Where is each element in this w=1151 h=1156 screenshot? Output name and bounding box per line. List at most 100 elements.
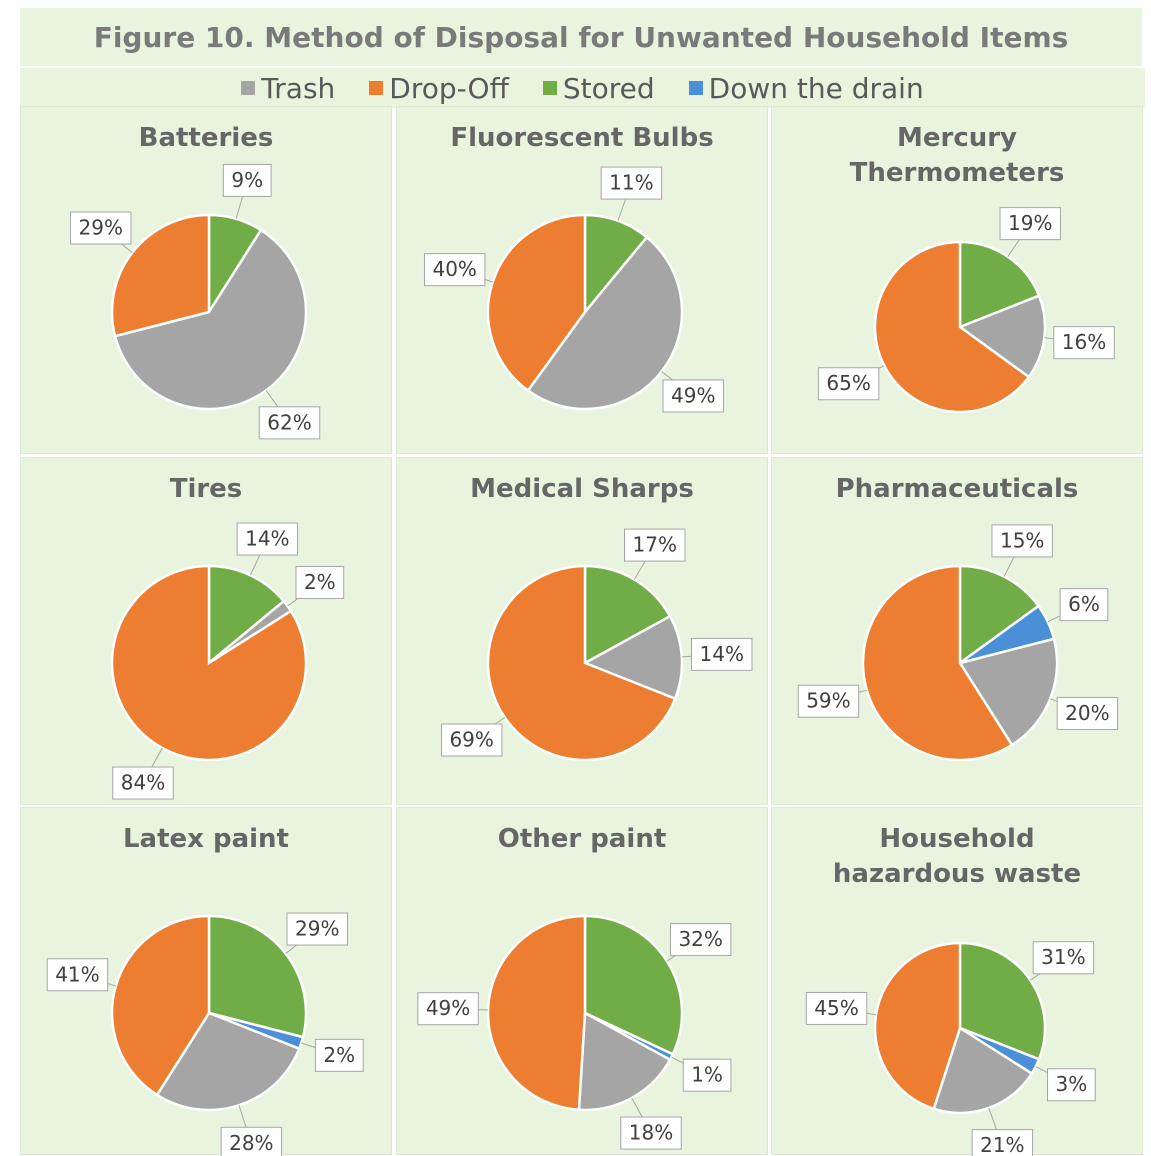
label-box: [971, 1129, 1034, 1156]
data-label: 1%: [691, 1063, 723, 1087]
pie-title: Pharmaceuticals: [835, 474, 1079, 504]
data-label: 29%: [79, 216, 123, 240]
panel: 15% 6% 20% 59% Pharmaceuticals: [771, 457, 1143, 805]
panel: 32% 1% 18% 49% Other paint: [396, 807, 768, 1155]
data-label: 62%: [267, 410, 311, 434]
pie-title: Household hazardous waste: [832, 824, 1082, 889]
pie-slice: [583, 564, 672, 666]
label-box: [691, 637, 753, 671]
label-box: [286, 912, 348, 946]
label-box: [662, 379, 724, 413]
pie-title: Medical Sharps: [470, 474, 694, 504]
data-label: 2%: [304, 570, 336, 594]
legend-item: Drop-Off: [369, 72, 509, 105]
legend-swatch: [688, 81, 703, 95]
pie-title: Mercury Thermometers: [849, 123, 1065, 188]
pie-slice: [486, 914, 587, 1112]
data-label: 49%: [671, 383, 715, 407]
data-label: 3%: [1056, 1072, 1088, 1096]
label-box: [1032, 941, 1095, 975]
legend-swatch: [542, 81, 557, 95]
pie-slice: [932, 1026, 1034, 1115]
data-label: 28%: [229, 1131, 273, 1155]
data-label: 32%: [678, 927, 722, 951]
legend: Trash Drop-Off Stored Down the drain: [20, 68, 1145, 108]
legend-label: Down the drain: [708, 71, 924, 105]
label-box: [999, 207, 1061, 241]
pie-slice: [583, 914, 684, 1056]
label-box: [46, 958, 109, 992]
label-box: [440, 723, 503, 757]
panel: 17% 14% 69% Medical Sharps: [396, 457, 768, 805]
label-box: [600, 166, 663, 200]
pie-chart: 15% 6% 20% 59%: [797, 524, 1119, 762]
panel: 9% 62% 29% Batteries: [20, 106, 392, 454]
data-label: 15%: [1000, 528, 1044, 552]
pie-slice: [582, 614, 684, 701]
label-box: [669, 923, 732, 957]
data-label: 29%: [295, 917, 339, 941]
pie-chart: 29% 2% 28% 41%: [46, 912, 364, 1156]
label-box: [805, 991, 868, 1025]
pie-slice: [110, 914, 211, 1097]
panel: 19% 16% 65% Mercury Thermometers: [771, 106, 1143, 454]
pie-chart: 32% 1% 18% 49%: [417, 914, 732, 1150]
data-label: 69%: [449, 728, 493, 752]
data-label: 40%: [432, 257, 476, 281]
data-label: 20%: [1065, 701, 1109, 725]
label-box: [70, 211, 132, 245]
data-label: 84%: [121, 771, 165, 795]
data-label: 49%: [426, 996, 470, 1020]
label-box: [620, 1116, 682, 1150]
data-label: 19%: [1008, 211, 1052, 235]
pie-slice: [526, 235, 684, 411]
data-label: 6%: [1068, 592, 1100, 616]
label-box: [797, 684, 860, 718]
data-label: 45%: [814, 996, 858, 1020]
panel: 14% 2% 84% Tires: [20, 457, 392, 805]
pie-slice: [155, 1011, 301, 1112]
data-label: 14%: [245, 527, 289, 551]
pie-title: Tires: [169, 474, 243, 504]
pie-chart: 9% 62% 29%: [70, 163, 321, 440]
data-label: 18%: [629, 1121, 673, 1145]
label-box: [1056, 696, 1119, 730]
label-box: [295, 565, 345, 599]
data-label: 65%: [826, 371, 870, 395]
label-box: [258, 406, 321, 440]
pie-slice: [861, 564, 1014, 762]
label-box: [222, 163, 272, 197]
pie-slice: [583, 213, 649, 316]
pie-title: Batteries: [138, 123, 274, 153]
legend-item: Trash: [241, 72, 335, 105]
data-label: 41%: [55, 962, 99, 986]
pie-slice: [207, 564, 286, 666]
legend-label: Trash: [261, 71, 336, 105]
label-box: [220, 1126, 283, 1156]
pie-chart: 17% 14% 69%: [440, 528, 753, 762]
pie-title: Fluorescent Bulbs: [450, 123, 714, 153]
pie-chart: 14% 2% 84%: [110, 522, 345, 800]
label-box: [817, 367, 880, 401]
legend-label: Drop-Off: [389, 71, 509, 105]
pie-slice: [958, 637, 1059, 747]
label-box: [112, 766, 174, 800]
data-label: 14%: [700, 642, 744, 666]
label-box: [991, 524, 1053, 558]
label-box: [314, 1038, 364, 1072]
data-label: 16%: [1062, 330, 1106, 354]
legend-item: Down the drain: [688, 71, 924, 105]
label-box: [1053, 326, 1115, 360]
pie-slice: [113, 228, 308, 411]
pie-title: Latex paint: [122, 824, 289, 854]
pie-slice: [957, 294, 1047, 379]
legend-swatch: [241, 81, 256, 95]
data-label: 59%: [806, 689, 850, 713]
panel: 11% 49% 40% Fluorescent Bulbs: [396, 106, 768, 454]
label-box: [624, 528, 686, 562]
label-box: [1059, 588, 1109, 622]
pie-chart: 11% 49% 40%: [423, 166, 724, 413]
label-box: [1047, 1068, 1096, 1102]
pie-chart: 19% 16% 65%: [817, 207, 1115, 414]
